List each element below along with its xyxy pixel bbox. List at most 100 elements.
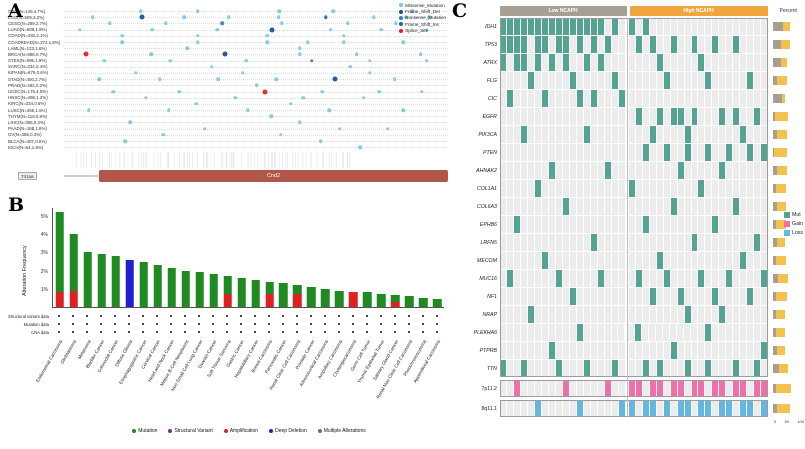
- bar-segment: [125, 259, 135, 307]
- oncoprint-cell: [726, 324, 732, 341]
- oncoprint-cell: [562, 54, 569, 71]
- oncoprint-cell: [590, 18, 597, 35]
- oncoprint-cell: [712, 36, 719, 53]
- data-availability-slot: [52, 322, 66, 326]
- oncoprint-cell: [534, 270, 541, 287]
- oncoprint-cell: [663, 306, 670, 323]
- mutation-dot: [348, 65, 352, 69]
- percent-low-segment: [773, 310, 777, 319]
- oncoprint-cell: [712, 324, 719, 341]
- y-tick-label: 1%: [40, 286, 48, 293]
- oncoprint-cell: [499, 144, 506, 161]
- freq-bar: [139, 262, 149, 307]
- mutation-dot: [377, 89, 381, 94]
- oncoprint-cell: [562, 18, 569, 35]
- x-label-slot: Glioblastoma: [60, 338, 80, 422]
- oncoprint-cell: [541, 144, 548, 161]
- oncoprint-cell: [562, 380, 569, 397]
- cancer-cohort-label: KICH(N=64,1.6%): [8, 144, 44, 150]
- data-availability-mark: [337, 330, 341, 334]
- y-tick-label: 4%: [40, 232, 48, 239]
- lollipop-row: STAD(N=400,2.7%): [8, 76, 448, 82]
- oncoprint-cell: [583, 288, 590, 305]
- oncoprint-cell: [604, 288, 611, 305]
- legend-item: Multiple Alterations: [317, 428, 366, 434]
- mutation-dot: [123, 139, 127, 143]
- oncoprint-header-row: Low NCAPH High NCAPH Percent: [474, 6, 803, 16]
- oncoprint-cell: [569, 198, 576, 215]
- mutation-dot: [265, 40, 269, 44]
- mutation-dot: [163, 21, 168, 26]
- lollipop-row: KICH(N=64,1.6%): [8, 144, 448, 150]
- oncoprint-cell: [541, 360, 548, 377]
- oncoprint-cell: [576, 324, 583, 341]
- oncoprint-cell: [747, 144, 754, 161]
- oncoprint-cell: [562, 270, 569, 287]
- oncoprint-cell: [761, 270, 768, 287]
- oncoprint-cell: [569, 144, 576, 161]
- oncoprint-cells: [499, 342, 768, 359]
- freq-bar: [390, 295, 400, 307]
- gene-label: LRFN5: [480, 239, 497, 246]
- bar-slot: [346, 208, 360, 307]
- data-availability-mark: [365, 322, 369, 326]
- freq-bar: [293, 285, 302, 307]
- oncoprint-cell: [569, 90, 576, 107]
- mutation-dot: [372, 15, 376, 20]
- oncoprint-cell: [656, 144, 663, 161]
- oncoprint-cell: [548, 198, 555, 215]
- oncoprint-cell: [541, 126, 548, 143]
- lollipop-row-track: [64, 144, 448, 150]
- axis-tick-label: 50: [784, 419, 789, 424]
- legend-label: Frame_Shift_Ins: [405, 21, 439, 27]
- oncoprint-cell: [562, 198, 569, 215]
- oncoprint-cell: [698, 234, 705, 251]
- bar-segment: [390, 295, 400, 302]
- data-availability-slot: [360, 322, 374, 326]
- oncoprint-cell: [761, 252, 768, 269]
- data-availability-mark: [435, 314, 439, 318]
- oncoprint-cell: [506, 90, 513, 107]
- oncoprint-cell: [597, 90, 604, 107]
- oncoprint-cell: [628, 216, 635, 233]
- oncoprint-cell: [642, 126, 649, 143]
- oncoprint-cell: [656, 252, 663, 269]
- mutation-dot: [216, 77, 221, 81]
- lollipop-legend: Missense_Mutation Frame_Shift_Del Nonsense…: [399, 2, 446, 34]
- mutation-dot: [241, 71, 245, 75]
- freq-bar: [349, 291, 358, 307]
- oncoprint-cell: [611, 288, 618, 305]
- oncoprint-cell: [684, 144, 691, 161]
- oncoprint-cell: [628, 288, 635, 305]
- oncoprint-cell: [555, 252, 562, 269]
- gene-label: ATRX: [483, 59, 497, 66]
- data-availability-mark: [393, 330, 397, 334]
- oncoprint-cell: [611, 18, 618, 35]
- oncoprint-cell: [733, 144, 740, 161]
- oncoprint-cell: [499, 234, 506, 251]
- oncoprint-cell: [698, 306, 705, 323]
- oncoprint-cell: [747, 234, 754, 251]
- oncoprint-cell: [719, 306, 726, 323]
- oncoprint-cell: [754, 270, 761, 287]
- oncoprint-cell: [583, 216, 590, 233]
- oncoprint-cell: [541, 54, 548, 71]
- gene-label: PTPRB: [479, 347, 497, 354]
- percent-high-segment: [777, 130, 787, 139]
- legend-item: Splice_Site: [399, 28, 446, 34]
- oncoprint-cell: [513, 288, 520, 305]
- mutation-dot: [278, 133, 283, 137]
- freq-datarows: Structural variant data Mutation data CNA …: [6, 312, 444, 336]
- oncoprint-cell: [719, 252, 726, 269]
- oncoprint-cell: [569, 72, 576, 89]
- oncoprint-cell: [719, 18, 726, 35]
- oncoprint-cell: [611, 324, 618, 341]
- oncoprint-cell: [520, 90, 527, 107]
- oncoprint-cell: [656, 90, 663, 107]
- mutation-dot: [209, 65, 214, 69]
- oncoprint-cell: [628, 36, 635, 53]
- oncoprint-cell: [761, 360, 768, 377]
- oncoprint-cell: [583, 108, 590, 125]
- oncoprint-cell: [705, 342, 712, 359]
- oncoprint-cell: [726, 144, 733, 161]
